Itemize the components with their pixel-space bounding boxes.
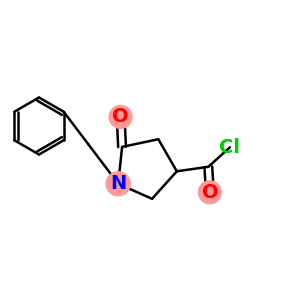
- Circle shape: [198, 181, 221, 204]
- Text: O: O: [112, 107, 129, 126]
- Text: Cl: Cl: [219, 138, 240, 157]
- Text: O: O: [202, 183, 218, 202]
- Circle shape: [106, 172, 130, 196]
- Text: N: N: [110, 174, 126, 193]
- Circle shape: [109, 106, 132, 128]
